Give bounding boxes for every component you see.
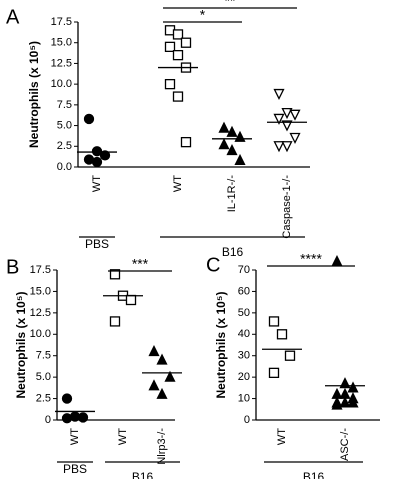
- data-point: [218, 121, 230, 133]
- panel-letter: B: [6, 256, 19, 278]
- y-tick-label: 17.5: [30, 264, 51, 276]
- significance-label: **: [225, 0, 236, 9]
- x-tick-label: WT: [69, 428, 81, 445]
- y-tick-label: 17.5: [51, 16, 72, 28]
- data-point: [148, 344, 160, 357]
- data-point: [61, 413, 73, 424]
- y-tick-label: 10.0: [30, 328, 51, 340]
- data-point: [125, 294, 137, 306]
- data-point: [273, 113, 285, 125]
- data-point: [218, 138, 230, 150]
- data-point: [156, 387, 168, 399]
- panel-letter: C: [206, 254, 220, 276]
- data-point: [164, 41, 176, 53]
- group-label: B16: [303, 470, 325, 479]
- y-tick-label: 20: [238, 371, 250, 383]
- y-axis-label: Neutrophils (x 10⁵): [14, 292, 28, 399]
- y-axis-label: Neutrophils (x 10⁵): [27, 41, 41, 148]
- y-tick-label: 70: [238, 264, 250, 276]
- data-point: [109, 269, 121, 280]
- data-point: [83, 113, 95, 125]
- data-point: [156, 353, 168, 365]
- y-tick-label: 7.5: [36, 350, 51, 362]
- y-tick-label: 12.5: [30, 307, 51, 319]
- y-tick-label: 10: [238, 392, 250, 404]
- panel-letter: A: [6, 6, 20, 28]
- data-point: [172, 29, 184, 40]
- data-point: [172, 91, 184, 102]
- x-tick-label: WT: [276, 428, 288, 445]
- data-point: [331, 398, 343, 410]
- y-tick-label: 12.5: [51, 57, 72, 69]
- x-tick-label: WT: [91, 175, 103, 192]
- data-point: [347, 396, 359, 408]
- data-point: [289, 109, 301, 121]
- y-tick-label: 10.0: [51, 78, 72, 90]
- y-tick-label: 2.5: [57, 140, 72, 152]
- y-tick-label: 0: [244, 414, 250, 426]
- y-tick-label: 60: [238, 285, 250, 297]
- x-tick-label: Caspase-1-/-: [281, 175, 293, 239]
- data-point: [164, 370, 176, 382]
- data-point: [281, 120, 293, 132]
- data-point: [91, 156, 103, 168]
- group-label: PBS: [85, 237, 109, 251]
- data-point: [234, 153, 246, 166]
- y-tick-label: 0.0: [57, 161, 72, 173]
- y-tick-label: 40: [238, 328, 250, 340]
- data-point: [268, 316, 280, 327]
- y-tick-label: 15.0: [51, 37, 72, 49]
- significance-label: *: [200, 7, 206, 23]
- x-tick-label: WT: [172, 175, 184, 192]
- x-tick-label: WT: [117, 428, 129, 445]
- y-axis-label: Neutrophils (x 10⁵): [214, 292, 228, 399]
- data-point: [99, 150, 111, 161]
- data-point: [273, 141, 285, 153]
- significance-label: ****: [300, 251, 322, 267]
- data-point: [284, 350, 296, 361]
- data-point: [226, 125, 238, 137]
- data-point: [109, 316, 121, 327]
- y-tick-label: 5.0: [36, 371, 51, 383]
- data-point: [180, 37, 192, 48]
- data-point: [268, 367, 280, 379]
- data-point: [148, 379, 160, 391]
- x-tick-label: Nlrp3-/-: [156, 428, 168, 465]
- data-point: [273, 88, 285, 101]
- data-point: [331, 254, 343, 267]
- data-point: [226, 143, 238, 156]
- significance-label: ***: [132, 256, 149, 272]
- group-label: B16: [132, 470, 154, 479]
- y-tick-label: 50: [238, 307, 250, 319]
- x-tick-label: ASC-/-: [339, 428, 351, 461]
- x-tick-label: IL-1R-/-: [226, 175, 238, 213]
- y-tick-label: 5.0: [57, 119, 72, 131]
- y-tick-label: 0: [45, 414, 51, 426]
- data-point: [164, 78, 176, 90]
- data-point: [339, 396, 351, 408]
- group-label: B16: [222, 245, 244, 259]
- data-point: [180, 136, 192, 148]
- y-tick-label: 15.0: [30, 285, 51, 297]
- data-point: [91, 146, 103, 157]
- group-label: PBS: [63, 462, 87, 476]
- data-point: [347, 381, 359, 393]
- data-point: [172, 49, 184, 61]
- data-point: [61, 393, 73, 404]
- data-point: [77, 412, 89, 423]
- data-point: [289, 132, 301, 144]
- y-tick-label: 2.5: [36, 392, 51, 404]
- data-point: [276, 329, 288, 340]
- y-tick-label: 7.5: [57, 99, 72, 111]
- data-point: [281, 107, 293, 120]
- data-point: [281, 141, 293, 153]
- y-tick-label: 30: [238, 350, 250, 362]
